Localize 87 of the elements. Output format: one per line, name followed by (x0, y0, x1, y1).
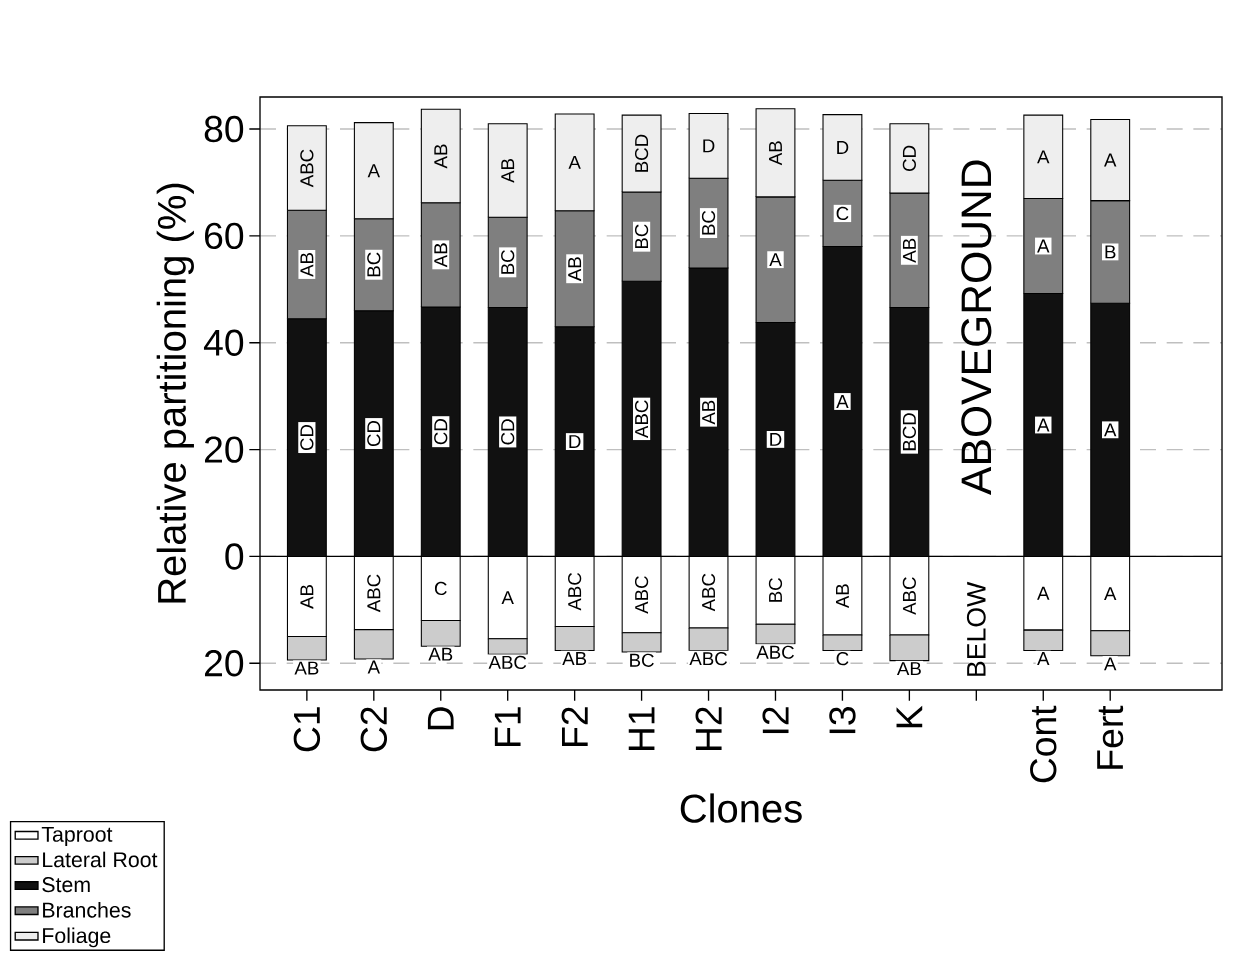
y-tick-label: 80 (204, 115, 244, 143)
data-label: AB (501, 158, 515, 183)
y-tick-label: 20 (204, 436, 244, 463)
data-label: ABC (634, 576, 649, 614)
data-label: A (501, 591, 514, 604)
data-label: D (770, 433, 782, 446)
data-label: A (1104, 587, 1117, 600)
data-label: C (836, 652, 849, 666)
data-label: D (837, 141, 849, 154)
data-label: A (367, 164, 381, 178)
x-tick-label: I2 (762, 707, 789, 734)
data-label: AB (702, 400, 715, 425)
data-label: BC (701, 210, 716, 235)
legend-label: Foliage (43, 927, 111, 948)
x-tick-label: C1 (293, 707, 321, 752)
x-tick-label: Fert (1097, 705, 1124, 769)
data-label: ABC (756, 645, 794, 659)
data-label: AB (300, 585, 314, 609)
data-label: BC (501, 250, 515, 274)
y-axis-title: Relative partitioning (%) (156, 183, 194, 603)
data-label: AB (294, 661, 319, 675)
y-tick-label: 40 (203, 329, 244, 356)
data-label: AB (769, 141, 782, 166)
data-label: BC (367, 252, 381, 277)
legend-label: Stem (42, 877, 90, 893)
data-label: CD (367, 420, 381, 447)
data-label: ABC (367, 574, 381, 613)
data-label: AB (562, 652, 587, 665)
data-label: A (836, 395, 849, 408)
x-tick-label: F2 (561, 707, 588, 746)
y-tick-label: 60 (205, 222, 244, 250)
data-label: B (1105, 245, 1116, 259)
data-label: AB (896, 662, 921, 676)
data-label: CD (501, 419, 515, 445)
annotation: ABOVEGROUND (961, 160, 992, 495)
data-label: A (1104, 423, 1117, 437)
data-label: A (1104, 657, 1117, 671)
data-label: A (1037, 652, 1050, 665)
legend-label: Lateral Root (43, 851, 158, 868)
data-label: AB (568, 257, 582, 282)
data-label: A (1037, 586, 1050, 600)
y-tick-label: 20 (204, 650, 244, 677)
data-label: AB (428, 647, 453, 661)
data-label: A (1037, 239, 1050, 253)
data-label: ABC (300, 149, 314, 188)
x-tick-label: F1 (494, 707, 521, 746)
data-label: ABC (902, 577, 916, 615)
data-label: C (434, 581, 447, 596)
data-label: AB (434, 144, 448, 169)
x-tick-label: I3 (829, 707, 856, 734)
data-label: ABC (689, 652, 728, 666)
legend-label: Branches (43, 902, 131, 918)
data-label: BC (768, 578, 783, 602)
data-label: ABC (701, 573, 716, 612)
data-label: AB (902, 238, 916, 263)
x-tick-label: C2 (360, 707, 388, 752)
data-label: A (1037, 150, 1050, 164)
data-label: ABC (568, 572, 582, 611)
data-label: AB (434, 243, 448, 268)
x-tick-label: H2 (695, 707, 722, 751)
data-label: BCD (902, 413, 916, 451)
data-label: D (569, 435, 581, 448)
data-label: AB (300, 252, 314, 277)
x-tick-label: Cont (1030, 705, 1057, 783)
data-label: BCD (634, 134, 649, 172)
data-label: A (769, 253, 782, 267)
x-tick-label: K (896, 705, 923, 728)
legend-label: Taproot (41, 826, 113, 847)
data-label: ABC (634, 400, 649, 439)
data-label: D (703, 139, 715, 153)
data-label: AB (836, 584, 849, 609)
data-label: A (1104, 153, 1117, 167)
data-label: BC (634, 224, 649, 249)
y-tick-label: 0 (225, 543, 244, 570)
data-label: CD (434, 419, 448, 445)
x-tick-label: H1 (628, 707, 655, 751)
data-label: CD (902, 145, 916, 171)
data-label: CD (300, 424, 314, 451)
annotation: BELOW (966, 581, 986, 676)
data-label: ABC (488, 655, 527, 670)
data-label: A (367, 660, 381, 674)
data-label: C (836, 206, 849, 221)
data-label: A (568, 156, 581, 169)
x-axis-title: Clones (680, 793, 802, 823)
data-label: A (1037, 418, 1050, 432)
x-tick-label: D (427, 707, 454, 730)
data-label: BC (630, 653, 654, 667)
